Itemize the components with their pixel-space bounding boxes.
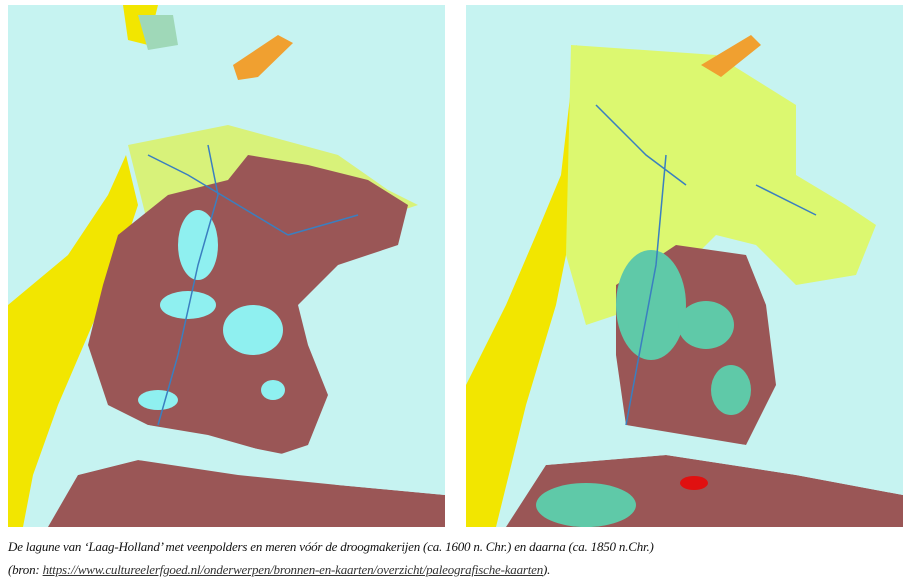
lake — [261, 380, 285, 400]
ij-water — [68, 425, 445, 495]
reclaimed-lake — [536, 483, 636, 527]
peat-south — [48, 460, 445, 527]
lake — [178, 210, 218, 280]
source-suffix: ). — [543, 562, 551, 577]
reclaimed-lake — [711, 365, 751, 415]
figure-source: (bron: https://www.cultureelerfgoed.nl/o… — [8, 562, 550, 578]
lake — [223, 305, 283, 355]
map-laag-holland-1600 — [8, 5, 445, 527]
dunes — [8, 155, 138, 527]
map-laag-holland-1850 — [466, 5, 903, 527]
source-link[interactable]: https://www.cultureelerfgoed.nl/onderwer… — [42, 562, 544, 577]
waterways — [147, 144, 359, 426]
waterways — [595, 104, 817, 426]
reclaimed-lake — [678, 301, 734, 349]
peat-main — [88, 155, 408, 455]
lake — [160, 291, 216, 319]
dunes — [466, 45, 586, 527]
wadden-flat — [138, 15, 178, 50]
reclaimed-lake — [616, 250, 686, 360]
source-prefix: (bron: — [8, 562, 43, 577]
texel-island-orange — [233, 35, 293, 80]
lake — [138, 390, 178, 410]
wieringen-orange — [701, 35, 761, 77]
figure-caption: De lagune van ‘Laag-Holland’ met veenpol… — [8, 539, 654, 554]
urban-amsterdam — [680, 476, 708, 490]
ij-water — [536, 425, 903, 495]
